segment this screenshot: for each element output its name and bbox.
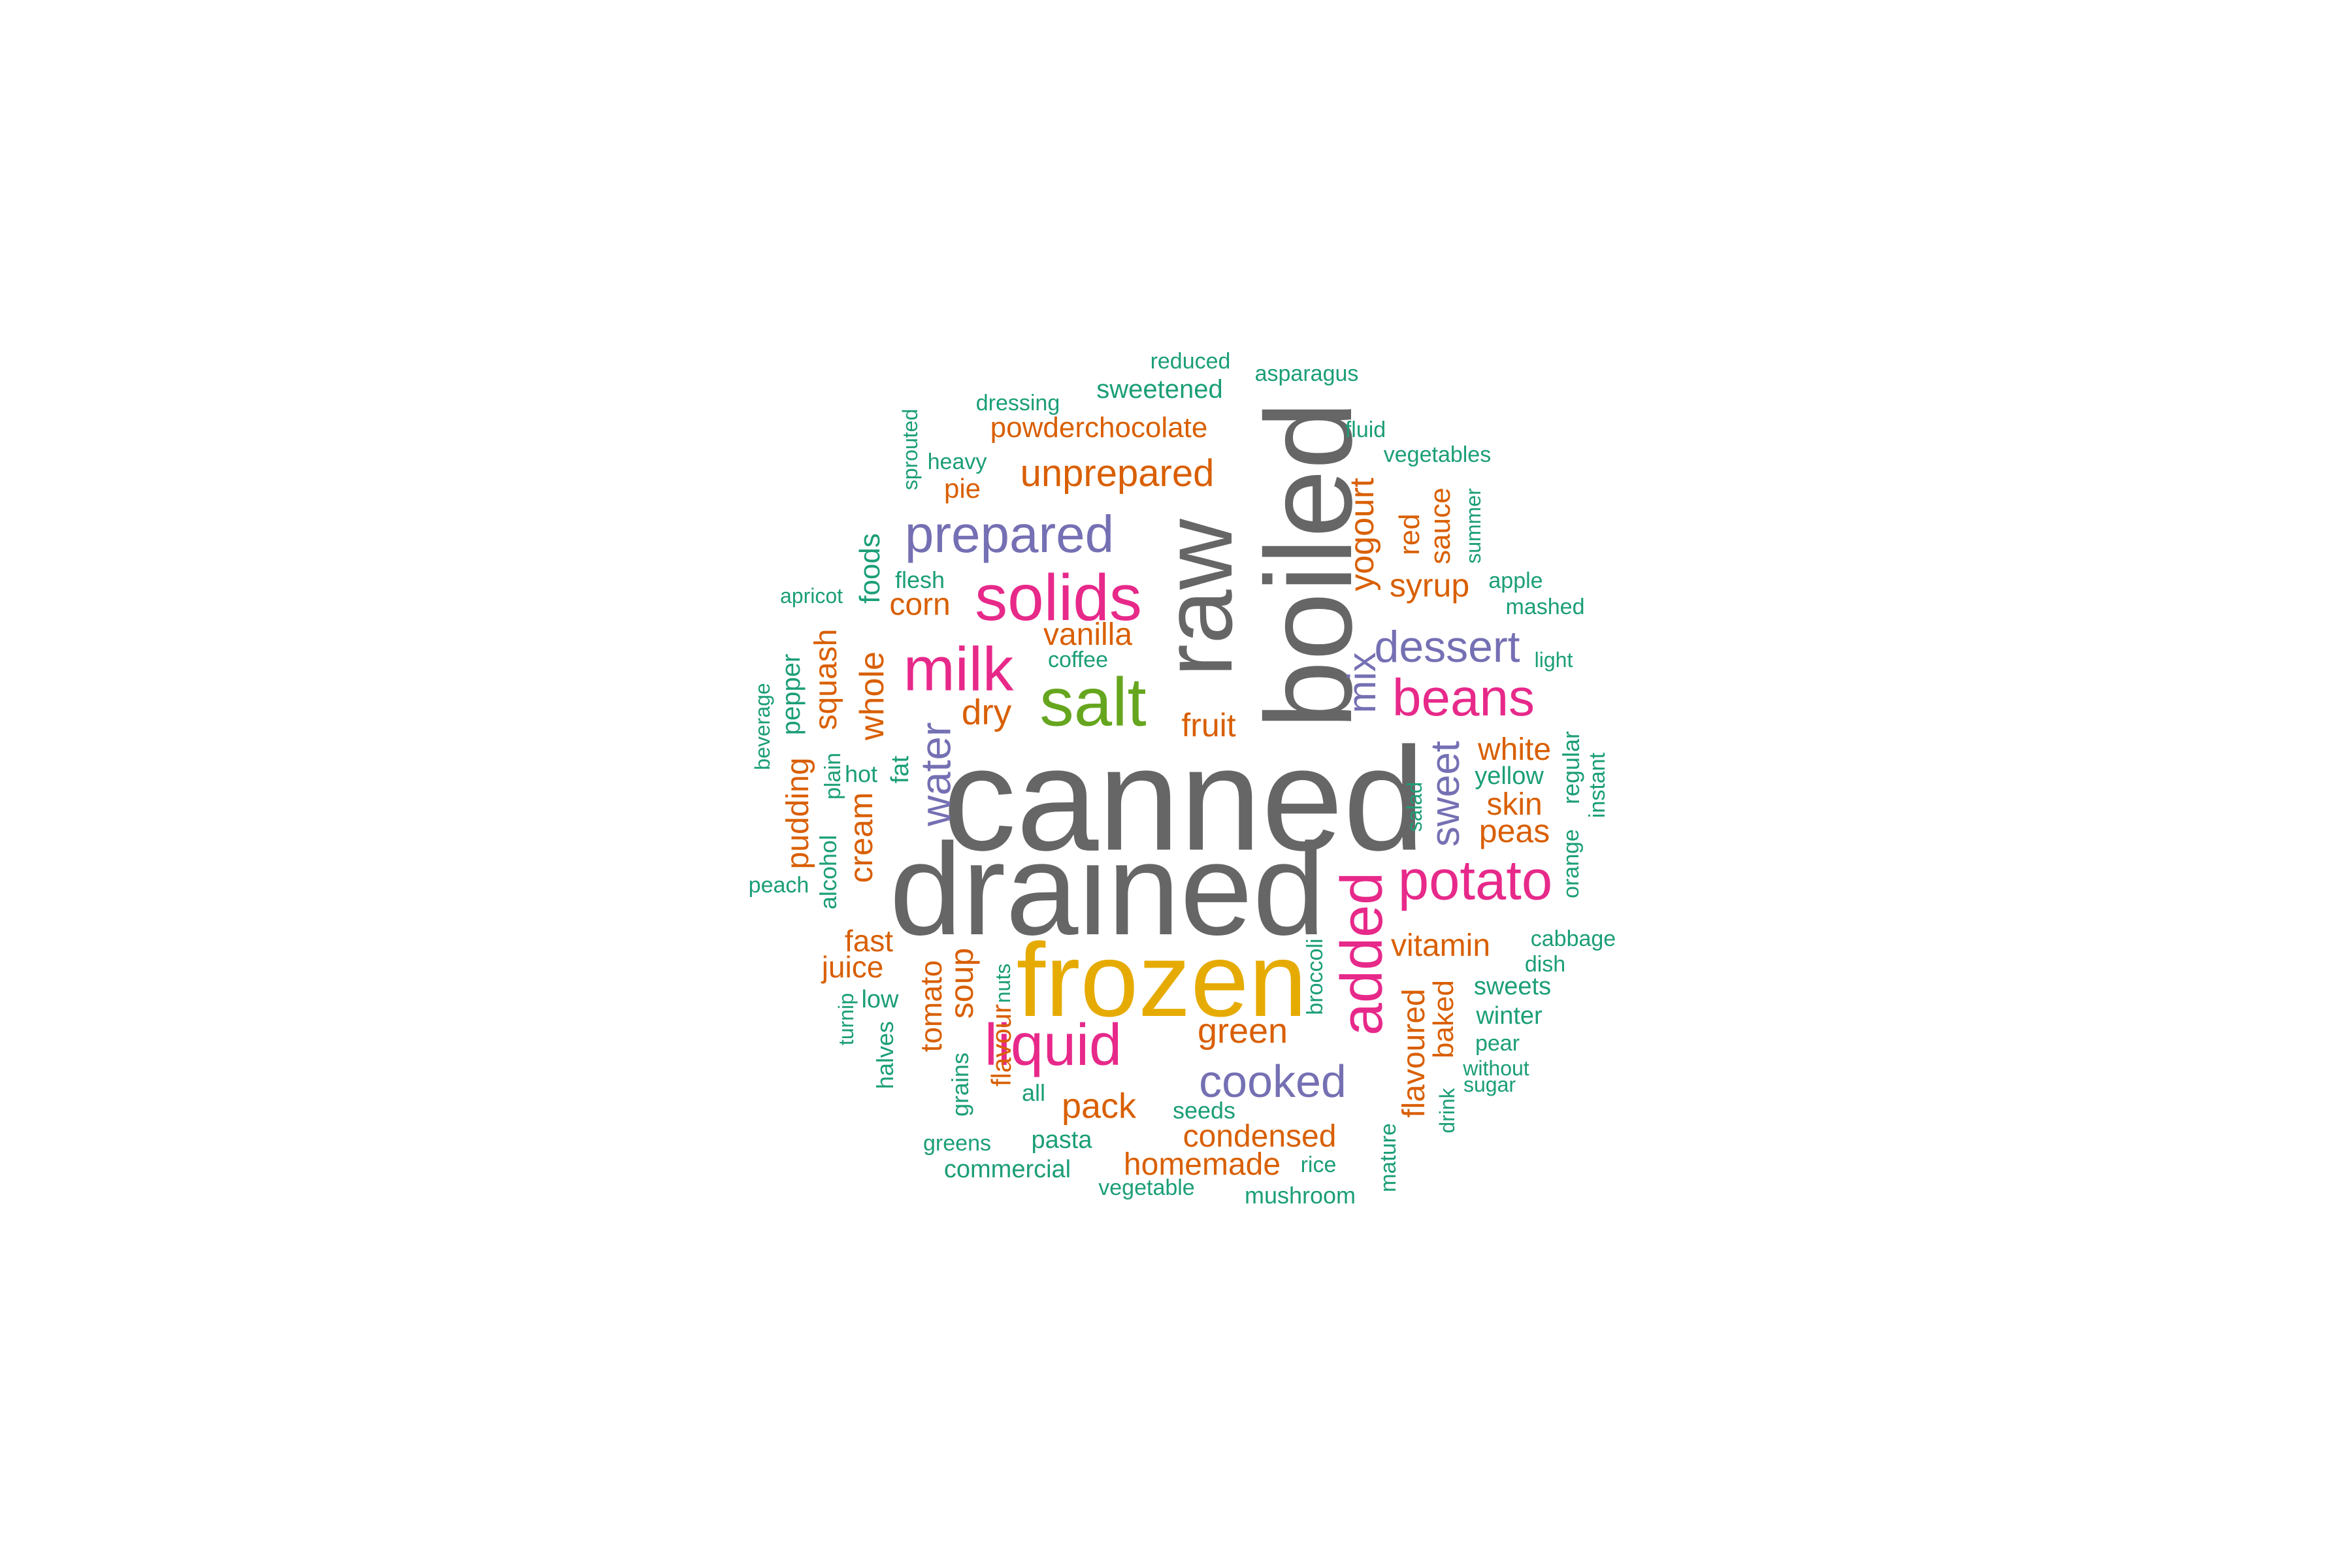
word: beverage <box>751 683 774 770</box>
word: seeds <box>1172 1097 1236 1124</box>
word: mashed <box>1505 595 1585 619</box>
word: regular <box>1558 730 1584 805</box>
word: broccoli <box>1303 938 1328 1015</box>
word: fluid <box>1345 417 1386 442</box>
word: dressing <box>975 391 1060 416</box>
word: red <box>1394 514 1426 555</box>
word: solids <box>975 561 1142 634</box>
word: drained <box>889 817 1326 962</box>
word: corn <box>889 587 951 622</box>
word: sugar <box>1463 1073 1516 1096</box>
word: yellow <box>1475 762 1544 790</box>
word: summer <box>1462 488 1485 564</box>
word: unprepared <box>1020 452 1215 495</box>
word: flavoured <box>1397 988 1431 1118</box>
word: pie <box>943 473 981 504</box>
word: hot <box>844 760 878 787</box>
word: halves <box>872 1021 898 1090</box>
word: grains <box>947 1052 973 1117</box>
word: pear <box>1475 1031 1520 1056</box>
word: flavour <box>986 1004 1017 1087</box>
word: dish <box>1524 952 1566 977</box>
word: soup <box>943 947 980 1019</box>
word: potato <box>1397 849 1553 912</box>
word: tomato <box>914 960 948 1053</box>
word: sauce <box>1424 487 1456 564</box>
word: condensed <box>1183 1119 1337 1154</box>
word: added <box>1330 872 1395 1036</box>
word: baked <box>1428 980 1460 1058</box>
word: apple <box>1488 568 1543 593</box>
word: orange <box>1559 829 1584 898</box>
word: white <box>1477 732 1552 767</box>
word: homemade <box>1123 1147 1281 1182</box>
word: cream <box>843 792 879 883</box>
word: commercial <box>943 1156 1071 1183</box>
word: liquid <box>984 1013 1122 1078</box>
word: fruit <box>1181 707 1236 743</box>
word: greens <box>923 1131 991 1156</box>
word: light <box>1534 648 1573 672</box>
word: cooked <box>1199 1056 1347 1107</box>
word: pasta <box>1031 1126 1092 1154</box>
word: peas <box>1478 813 1550 849</box>
word: without <box>1463 1056 1529 1080</box>
word: sprouted <box>898 408 922 491</box>
word: vegetable <box>1098 1175 1195 1200</box>
word: milk <box>903 634 1014 704</box>
word: juice <box>821 950 884 984</box>
word: mature <box>1376 1123 1401 1192</box>
word: canned <box>942 716 1426 881</box>
word: squash <box>809 629 843 730</box>
word: plain <box>821 753 845 800</box>
word: mix <box>1340 652 1384 713</box>
word: syrup <box>1389 567 1470 604</box>
word: sweetened <box>1096 375 1223 404</box>
word: alcohol <box>815 834 841 910</box>
word: drink <box>1435 1088 1459 1134</box>
word: vitamin <box>1390 928 1491 963</box>
word: low <box>861 986 899 1013</box>
word: reduced <box>1150 349 1231 374</box>
word: vegetables <box>1383 442 1492 467</box>
word: asparagus <box>1254 361 1359 386</box>
word: pepper <box>777 653 806 736</box>
word: green <box>1197 1011 1288 1051</box>
word: peach <box>748 873 809 898</box>
word: foods <box>854 533 886 604</box>
word: vanilla <box>1043 617 1133 652</box>
word: heavy <box>927 449 987 474</box>
word: coffee <box>1047 647 1109 672</box>
word: nuts <box>991 963 1015 1004</box>
word: raw <box>1143 519 1252 677</box>
word: turnip <box>834 992 858 1046</box>
word: whole <box>853 651 891 740</box>
word: pack <box>1061 1086 1137 1126</box>
word: apricot <box>779 584 843 608</box>
word: sweet <box>1423 741 1468 847</box>
word: salt <box>1039 664 1147 741</box>
word: flesh <box>894 566 945 593</box>
word: instant <box>1585 752 1610 819</box>
word: mushroom <box>1244 1182 1356 1209</box>
word: salad <box>1403 781 1426 832</box>
word: dessert <box>1374 622 1520 672</box>
word: water <box>911 722 960 826</box>
word: frozen <box>1016 921 1307 1038</box>
word: winter <box>1476 1002 1543 1030</box>
word: pudding <box>781 757 815 870</box>
word: rice <box>1300 1152 1337 1177</box>
word: cabbage <box>1530 926 1616 951</box>
word: dry <box>961 691 1012 732</box>
word: beans <box>1392 668 1535 727</box>
word: fat <box>887 755 914 784</box>
word: prepared <box>904 505 1115 563</box>
word: skin <box>1486 787 1543 822</box>
word: sweets <box>1473 973 1552 1000</box>
word: all <box>1021 1079 1046 1106</box>
word: powderchocolate <box>990 412 1208 444</box>
word: yogourt <box>1343 478 1381 591</box>
word: fast <box>844 924 894 958</box>
